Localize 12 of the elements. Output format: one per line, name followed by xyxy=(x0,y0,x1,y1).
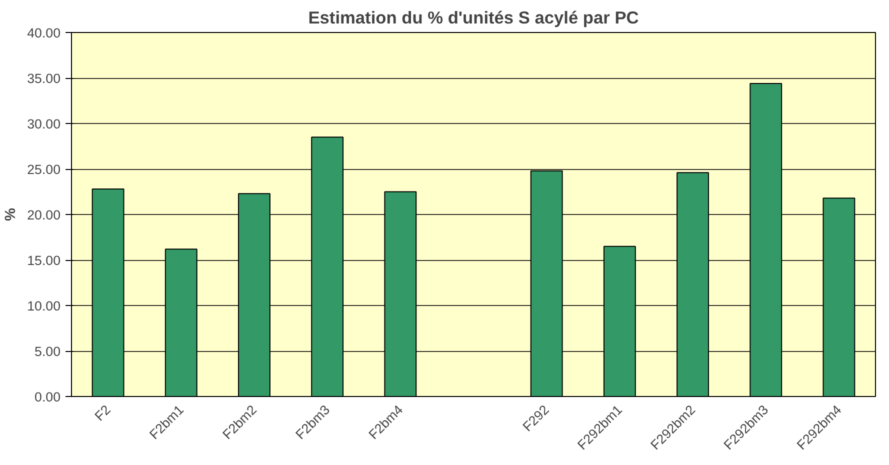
y-tick-label: 40.00 xyxy=(27,26,61,40)
y-tick-label: 25.00 xyxy=(27,162,61,177)
y-tick-label: 0.00 xyxy=(34,390,61,404)
x-tick-label: F2 xyxy=(92,402,114,424)
y-tick-label: 30.00 xyxy=(27,116,61,132)
y-tick-label: 15.00 xyxy=(27,253,61,268)
y-tick-label: 35.00 xyxy=(27,71,61,86)
y-axis-title: % xyxy=(3,208,20,222)
y-tick-label: 20.00 xyxy=(27,208,61,222)
chart-title: Estimation du % d'unités S acylé par PC xyxy=(308,8,640,28)
y-tick-label: 5.00 xyxy=(34,344,61,359)
y-tick-label: 10.00 xyxy=(27,298,61,314)
